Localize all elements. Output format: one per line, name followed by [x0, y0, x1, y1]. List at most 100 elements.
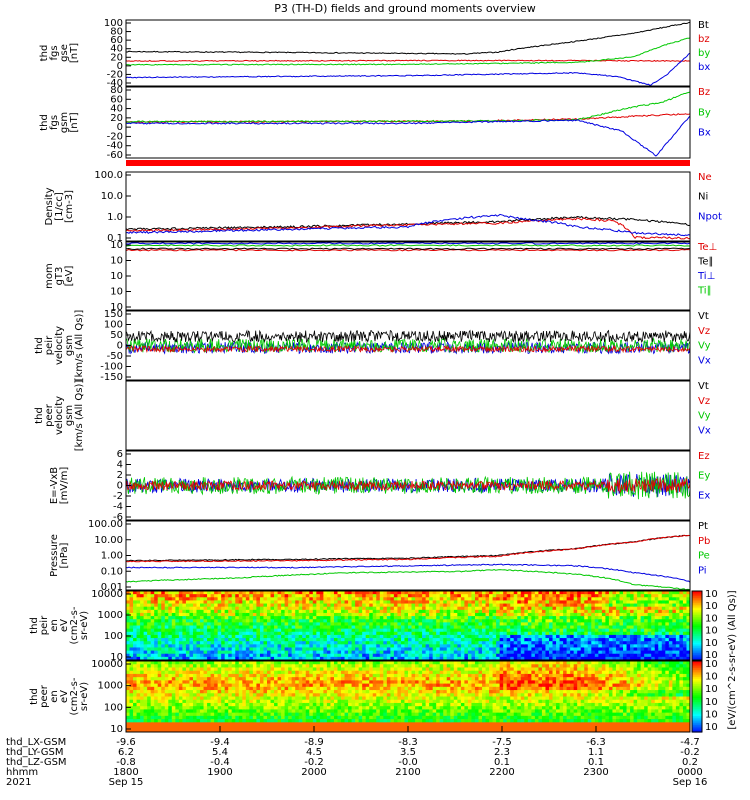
series-ne-line [126, 217, 690, 240]
legend-label: bx [698, 62, 710, 73]
legend-label: by [698, 48, 710, 59]
legend-label: Vx [698, 425, 711, 436]
colorbar [691, 590, 703, 661]
year-label: 2021 [6, 777, 31, 788]
ephemeris-row-label: thd_LY-GSM [6, 747, 63, 758]
legend-label: Ey [698, 471, 710, 482]
y-tick-label: 100 [104, 18, 123, 29]
y-tick-label: 10000 [91, 589, 123, 600]
legend-label: Bx [698, 128, 711, 139]
y-tick-label: 20 [110, 52, 123, 63]
y-axis-label: [cm-3] [64, 190, 75, 223]
y-tick-label: 80 [110, 27, 123, 38]
legend-label: Npot [698, 211, 722, 222]
y-tick-label: 20 [110, 113, 123, 124]
y-tick-label: 10 [110, 287, 123, 298]
y-tick-label: -50 [107, 351, 123, 362]
ephemeris-value: -4.7 [680, 737, 700, 748]
temperature-line [126, 244, 690, 247]
y-tick-label: 10 [110, 240, 123, 251]
legend-label: Ez [698, 451, 710, 462]
temperature-line [126, 242, 690, 245]
panel-frame [125, 86, 691, 159]
y-axis-label: peir [39, 615, 50, 635]
ephemeris-value: -6.3 [586, 737, 606, 748]
legend-label: Vt [698, 311, 709, 322]
y-axis-label: thd [34, 407, 45, 424]
ephemeris-row-label: thd_LX-GSM [6, 737, 66, 748]
y-axis-label: [eV] [64, 266, 75, 287]
ephemeris-value: 2100 [395, 767, 420, 778]
ephemeris-value: 1.1 [588, 747, 604, 758]
panel-content [126, 329, 690, 355]
panel-frame [125, 380, 691, 451]
y-tick-label: -2 [113, 491, 123, 502]
temperature-line [126, 248, 690, 252]
legend-label: Ni [698, 192, 708, 203]
panel-temperature: 10 10 10 10 10 mom gT3 [eV] Te⊥ Te∥ Ti⊥ Ti∥ [44, 240, 717, 313]
y-axis-label: gse [59, 44, 70, 62]
ephemeris-value: 3.5 [400, 747, 416, 758]
series-ez-line [126, 477, 690, 494]
colorbar-tick-label: 10 [705, 650, 718, 661]
colorbar-tick-label: 10 [705, 709, 718, 720]
y-tick-label: 0.1 [107, 233, 123, 244]
y-tick-label: 40 [110, 104, 123, 115]
y-axis-label: thd [29, 617, 40, 634]
y-tick-label: 150 [104, 309, 123, 320]
series-vz-line [126, 344, 690, 354]
y-tick-label: 0 [117, 61, 123, 72]
series-pi-line [126, 563, 690, 583]
panel-content [126, 534, 690, 590]
y-tick-label: 80 [110, 85, 123, 96]
y-axis-label: peir [44, 335, 55, 355]
colorbar-tick-label: 10 [705, 722, 718, 733]
legend-label: Pi [698, 565, 707, 576]
colorbar-tick-label: 10 [705, 659, 718, 670]
panel-density: 100.0 10.0 1.0 0.1 Density [1/cc] [cm-3] Ne Ni Np… [44, 170, 722, 244]
ephemeris-value: 0.1 [588, 757, 604, 768]
legend-label: Te∥ [697, 257, 714, 268]
y-axis-label: thd [39, 45, 50, 62]
y-tick-label: 10 [110, 302, 123, 313]
y-axis-label: gsm [64, 335, 75, 356]
y-tick-label: 0.10 [101, 566, 123, 577]
legend-label: Vx [698, 355, 711, 366]
y-tick-label: 50 [110, 330, 123, 341]
series-pe-line [126, 568, 690, 590]
legend-label: Vy [698, 411, 711, 422]
y-axis-label: thd [29, 688, 40, 705]
end-date-label: Sep 16 [673, 777, 708, 788]
y-axis-label: E=-VxB [49, 467, 60, 504]
colorbar-tick-label: 10 [705, 697, 718, 708]
colorbar-tick-label: 10 [705, 684, 718, 695]
panel-content [126, 591, 690, 660]
y-axis-label: velocity [54, 326, 65, 365]
colorbar [691, 660, 703, 733]
y-tick-label: 100.00 [88, 519, 123, 530]
y-axis-label: gT3 [54, 267, 65, 286]
y-tick-label: 0.01 [101, 582, 123, 593]
y-tick-label: 10 [110, 652, 123, 663]
legend-label: Bz [698, 87, 710, 98]
y-tick-label: -40 [107, 78, 123, 89]
y-axis-label: mom [44, 263, 55, 289]
y-axis-label: (cm2-s- [69, 677, 80, 715]
panel-peir_en_eflux: 10000 1000 100 10 thd peir en eV (cm2-s-sr-eV) [29, 589, 691, 663]
y-tick-label: 1000 [98, 681, 123, 692]
ephemeris-value: -7.5 [492, 737, 512, 748]
y-axis-label: [1/cc] [54, 192, 65, 221]
start-date-label: Sep 15 [109, 777, 144, 788]
ephemeris-value: 5.4 [212, 747, 228, 758]
ephemeris-value: 0000 [677, 767, 702, 778]
y-axis-label: sr-eV) [79, 611, 90, 640]
y-axis-label: [km/s (All Qs)] [74, 310, 85, 382]
panel-frame [125, 19, 691, 87]
y-tick-label: -20 [107, 69, 123, 80]
panel-content [126, 91, 690, 157]
legend-label: Pt [698, 521, 708, 532]
y-axis-label: fgs [49, 115, 60, 130]
y-tick-label: 10 [110, 256, 123, 267]
